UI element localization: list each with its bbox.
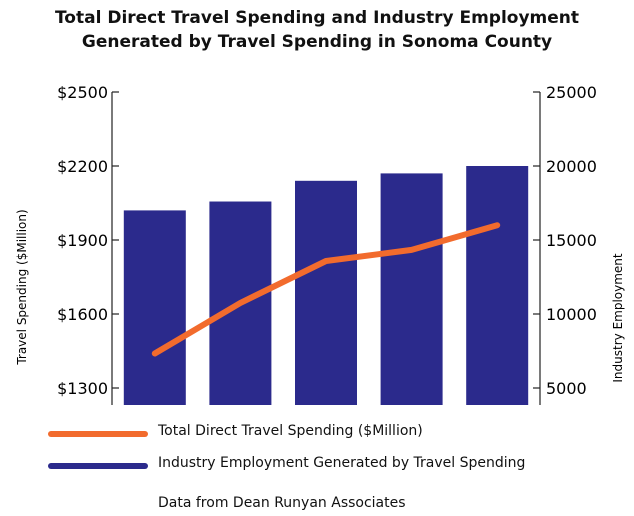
line-point-travel-spending xyxy=(153,351,157,355)
y-axis-left-tick-label: $1900 xyxy=(57,231,108,250)
legend-label: Total Direct Travel Spending ($Million) xyxy=(158,423,423,439)
legend: Total Direct Travel Spending ($Million) … xyxy=(48,418,608,482)
line-point-travel-spending xyxy=(324,259,328,263)
y-axis-right-tick-label: 10000 xyxy=(546,305,597,324)
bar-industry-employment xyxy=(466,166,529,405)
y-axis-left-tick-label: $1600 xyxy=(57,305,108,324)
y-axis-right-tick-label: 20000 xyxy=(546,157,597,176)
y-axis-right-tick-label: 15000 xyxy=(546,231,597,250)
chart-title-line-2: Generated by Travel Spending in Sonoma C… xyxy=(81,32,553,52)
y-axis-right-tick-label: 25000 xyxy=(546,83,597,102)
line-point-travel-spending xyxy=(410,248,414,252)
line-point-travel-spending xyxy=(495,223,499,227)
legend-item-industry-employment: Industry Employment Generated by Travel … xyxy=(48,450,608,482)
chart-title: Total Direct Travel Spending and Industr… xyxy=(0,6,634,54)
y-axis-left-tick-label: $2500 xyxy=(57,83,108,102)
y-axis-left-label: Travel Spending ($Million) xyxy=(15,209,29,365)
bar-industry-employment xyxy=(123,210,186,405)
chart-title-line-1: Total Direct Travel Spending and Industr… xyxy=(54,8,580,28)
legend-swatch-bar xyxy=(48,463,148,469)
chart-plot: $2500 $2200 $1900 $1600 $1300 25000 20000 15000… xyxy=(15,83,625,405)
y-axis-left-tick-label: $1300 xyxy=(57,379,108,398)
legend-item-travel-spending: Total Direct Travel Spending ($Million) xyxy=(48,418,608,450)
y-axis-right-tick-label: 5000 xyxy=(546,379,587,398)
y-axis-left-tick-label: $2200 xyxy=(57,157,108,176)
y-axis-right-label: Industry Employment xyxy=(611,253,625,383)
line-point-travel-spending xyxy=(238,301,242,305)
bar-industry-employment xyxy=(295,180,357,405)
legend-label: Industry Employment Generated by Travel … xyxy=(158,455,526,471)
source-note: Data from Dean Runyan Associates xyxy=(158,495,406,511)
bar-industry-employment xyxy=(380,173,443,405)
legend-swatch-line xyxy=(48,431,148,437)
